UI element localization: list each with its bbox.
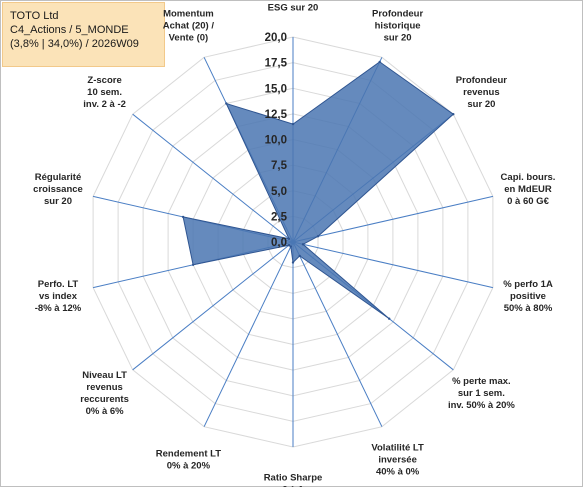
axis-spoke [132, 241, 294, 371]
category-label-line: Perfo. LT [38, 279, 79, 290]
category-label: Momentum Achat (20) / Vente (0) [163, 8, 215, 43]
axis-spoke [292, 241, 494, 289]
category-label-line: vs index [39, 291, 78, 302]
category-label: Ratio Sharpe0 à 1 [264, 473, 323, 487]
tick-label: 0,0 [271, 237, 287, 249]
category-label-line: sur 20 [44, 196, 72, 207]
title-line-portfolio: C4_Actions / 5_MONDE [10, 24, 129, 36]
data-point [291, 261, 295, 264]
axis-spoke [132, 113, 294, 243]
data-point [181, 215, 185, 219]
axis-spoke [292, 241, 383, 427]
category-label-line: Niveau LT [82, 370, 127, 381]
data-point [298, 254, 301, 258]
data-point [316, 235, 320, 238]
category-label-line: sur 20 [384, 32, 412, 43]
category-label: % perfo 1A positive 50% à 80% [503, 279, 553, 314]
category-label-line: inv. 50% à 20% [448, 400, 515, 411]
category-label-line: 0 à 60 G€ [507, 196, 549, 207]
tick-label: 20,0 [265, 32, 287, 44]
tick-label: 15,0 [265, 83, 287, 95]
category-label-line: historique [375, 20, 421, 31]
category-label-line: 10 sem. [87, 87, 122, 98]
category-label-line: % perfo 1A [503, 279, 553, 290]
chart-title-box: TOTO Ltd C4_Actions / 5_MONDE (3,8% | 34… [2, 2, 165, 67]
category-label: Profondeur historique sur 20 [372, 8, 423, 43]
data-point [225, 102, 228, 105]
category-label: Capi. bours. en MdEUR 0 à 60 G€ [501, 172, 556, 207]
category-label-line: Capi. bours. [501, 172, 556, 183]
data-point [452, 113, 455, 116]
category-label-line: 40% à 0% [376, 467, 420, 478]
category-label-line: 0% à 6% [86, 406, 125, 417]
category-label: NoteESG sur 20 [268, 0, 319, 14]
category-label-line: 0 à 1 [282, 485, 304, 487]
data-point [291, 122, 295, 126]
category-label-line: Profondeur [456, 75, 507, 86]
axis-spoke [292, 195, 494, 243]
category-label-line: Profondeur [372, 8, 423, 19]
category-label: Volatilité LT inversée 40% à 0% [371, 443, 424, 478]
category-label-line: positive [510, 291, 546, 302]
category-label-line: sur 1 sem. [458, 388, 505, 399]
category-label-line: revenus [86, 382, 122, 393]
category-label-line: Z-score [87, 75, 121, 86]
category-label-line: croissance [33, 184, 83, 195]
category-label-line: Achat (20) / [163, 20, 215, 31]
category-label: Perfo. LT vs index -8% à 12% [35, 279, 82, 314]
category-label-line: Volatilité LT [371, 443, 424, 454]
title-line-company: TOTO Ltd [10, 10, 59, 22]
category-label: Z-score 10 sem. inv. 2 à -2 [83, 75, 126, 110]
tick-label: 2,5 [271, 211, 288, 223]
category-label-line: -8% à 12% [35, 303, 82, 314]
data-point [191, 263, 195, 266]
tick-label: 10,0 [265, 135, 287, 147]
category-label-line: reccurents [80, 394, 129, 405]
tick-label: 7,5 [271, 160, 288, 172]
tick-label: 12,5 [265, 109, 288, 121]
category-label-line: 0% à 20% [167, 461, 211, 472]
radar-series [181, 60, 455, 320]
category-label-line: inv. 2 à -2 [83, 99, 126, 110]
category-label-line: Note [282, 0, 303, 2]
category-label-line: sur 20 [467, 99, 495, 110]
title-line-period: (3,8% | 34,0%) / 2026W09 [10, 38, 139, 50]
category-label-line: Ratio Sharpe [264, 473, 323, 484]
category-label: Régularité croissance sur 20 [33, 172, 83, 207]
data-point [287, 237, 291, 240]
data-point [289, 245, 292, 248]
tick-label: 17,5 [265, 58, 288, 70]
category-label: Rendement LT 0% à 20% [156, 449, 221, 472]
data-point [378, 60, 381, 64]
category-label: Niveau LT revenus reccurents 0% à 6% [80, 370, 129, 417]
category-label-line: 50% à 80% [504, 303, 553, 314]
data-point [301, 243, 305, 246]
category-label-line: Momentum [163, 8, 214, 19]
axis-spoke [203, 241, 294, 427]
tick-label: 5,0 [271, 186, 287, 198]
category-label-line: Vente (0) [169, 32, 209, 43]
category-label-line: Rendement LT [156, 449, 221, 460]
category-label-line: revenus [463, 87, 499, 98]
data-point [388, 317, 391, 320]
radar-tick-labels: 0,0 2,5 5,0 7,5 10,0 12,5 15,0 17,5 20,0 [265, 32, 288, 249]
category-label-line: ESG sur 20 [268, 3, 319, 14]
category-label-line: Régularité [35, 172, 81, 183]
category-label-line: en MdEUR [504, 184, 552, 195]
category-label: Profondeur revenus sur 20 [456, 75, 507, 110]
data-point [287, 244, 291, 247]
category-label: % perte max. sur 1 sem. inv. 50% à 20% [448, 376, 515, 411]
category-label-line: % perte max. [452, 376, 511, 387]
category-label-line: inversée [378, 455, 417, 466]
